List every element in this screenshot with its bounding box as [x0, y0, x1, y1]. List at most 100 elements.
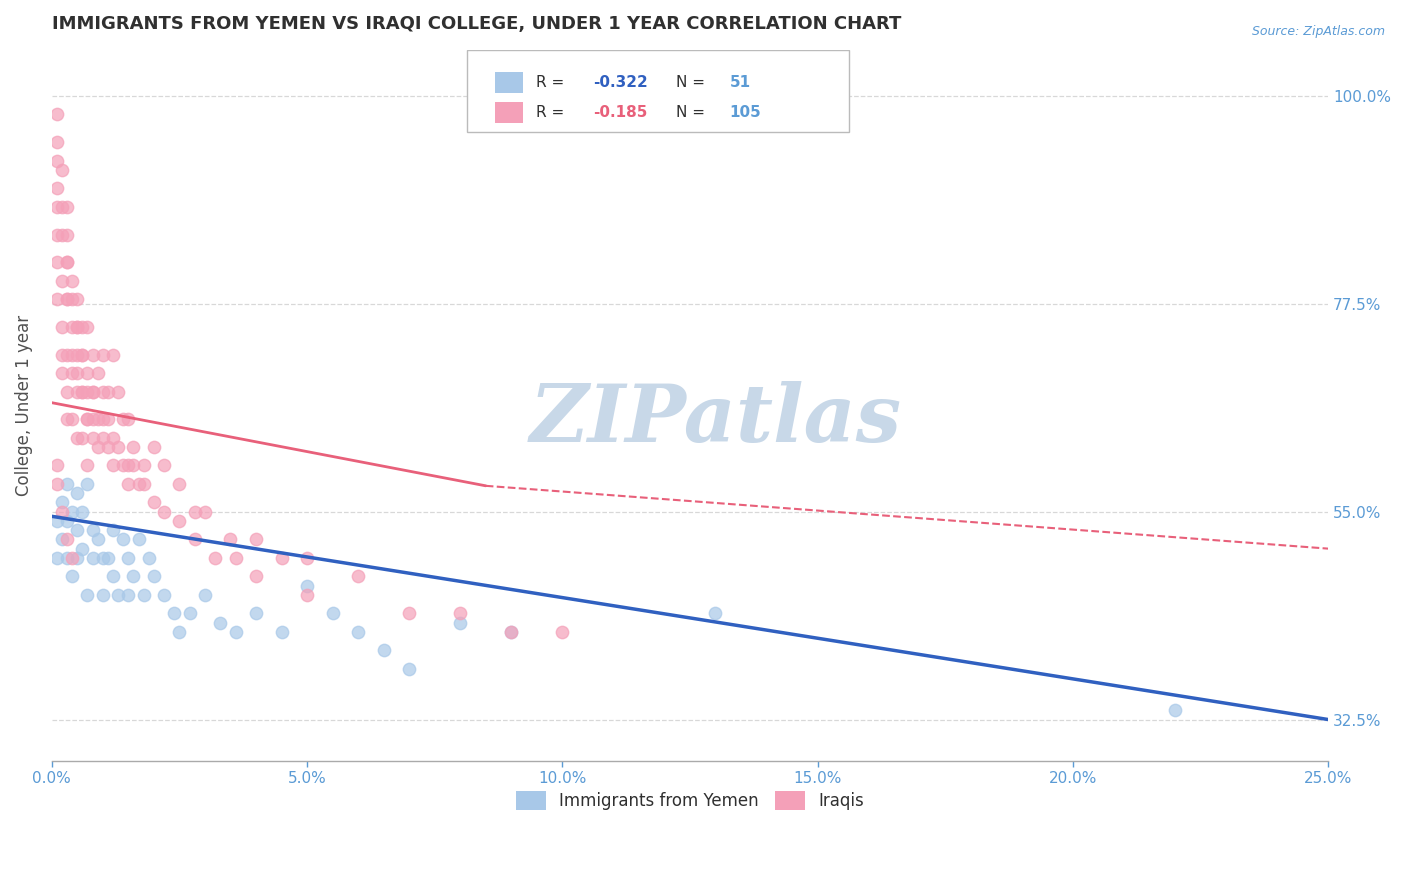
Point — [72, 541, 94, 556]
Point — [45, 135, 67, 149]
Point — [45, 153, 67, 168]
Text: 51: 51 — [730, 75, 751, 90]
Point — [60, 550, 83, 565]
Point — [66, 523, 89, 537]
Point — [112, 412, 135, 426]
Point — [76, 384, 98, 399]
Point — [117, 588, 139, 602]
Point — [449, 607, 471, 621]
Point — [91, 588, 114, 602]
Point — [132, 588, 155, 602]
Point — [45, 292, 67, 306]
Text: -0.185: -0.185 — [593, 105, 647, 120]
Point — [60, 292, 83, 306]
Point — [86, 412, 108, 426]
Point — [179, 607, 201, 621]
Point — [128, 533, 150, 547]
Point — [72, 348, 94, 362]
Point — [51, 200, 73, 214]
Point — [101, 348, 124, 362]
Point — [56, 550, 79, 565]
Point — [66, 292, 89, 306]
Point — [56, 227, 79, 242]
Point — [183, 533, 205, 547]
Point — [117, 412, 139, 426]
Point — [97, 384, 120, 399]
Point — [107, 384, 129, 399]
Point — [86, 533, 108, 547]
Point — [82, 384, 104, 399]
Point — [398, 662, 420, 676]
Point — [373, 643, 395, 657]
Point — [51, 366, 73, 380]
Point — [51, 227, 73, 242]
Point — [82, 348, 104, 362]
Point — [56, 514, 79, 528]
Legend: Immigrants from Yemen, Iraqis: Immigrants from Yemen, Iraqis — [509, 784, 870, 817]
Point — [194, 588, 217, 602]
Point — [66, 384, 89, 399]
Point — [56, 533, 79, 547]
Point — [91, 384, 114, 399]
Point — [45, 107, 67, 121]
Bar — [495, 102, 523, 123]
Point — [45, 255, 67, 269]
Point — [97, 440, 120, 454]
Point — [76, 320, 98, 334]
Point — [51, 505, 73, 519]
Point — [101, 431, 124, 445]
Point — [72, 384, 94, 399]
Point — [112, 458, 135, 473]
Point — [449, 615, 471, 630]
Point — [122, 569, 145, 583]
Point — [107, 440, 129, 454]
Point — [142, 495, 165, 509]
Point — [45, 477, 67, 491]
Point — [117, 477, 139, 491]
Point — [153, 458, 176, 473]
Text: N =: N = — [676, 105, 710, 120]
Point — [153, 505, 176, 519]
Point — [82, 550, 104, 565]
Point — [101, 458, 124, 473]
Point — [132, 477, 155, 491]
Point — [204, 550, 226, 565]
Point — [56, 412, 79, 426]
Point — [66, 486, 89, 500]
Point — [704, 607, 727, 621]
Point — [51, 533, 73, 547]
Point — [225, 550, 247, 565]
Point — [72, 384, 94, 399]
Point — [82, 431, 104, 445]
Point — [551, 624, 574, 639]
Point — [295, 550, 318, 565]
Point — [169, 624, 191, 639]
Point — [97, 412, 120, 426]
Point — [56, 292, 79, 306]
Point — [51, 495, 73, 509]
Text: ZIPatlas: ZIPatlas — [530, 381, 901, 458]
FancyBboxPatch shape — [467, 50, 849, 132]
Point — [245, 533, 267, 547]
Text: R =: R = — [536, 75, 568, 90]
Point — [142, 569, 165, 583]
Point — [56, 255, 79, 269]
Point — [91, 431, 114, 445]
Point — [60, 348, 83, 362]
Point — [60, 505, 83, 519]
Point — [60, 366, 83, 380]
Point — [245, 569, 267, 583]
Point — [398, 607, 420, 621]
Point — [295, 578, 318, 592]
Point — [56, 477, 79, 491]
Point — [183, 505, 205, 519]
Point — [225, 624, 247, 639]
Point — [97, 550, 120, 565]
Point — [45, 458, 67, 473]
Point — [101, 523, 124, 537]
Point — [270, 550, 292, 565]
Point — [122, 440, 145, 454]
Point — [60, 569, 83, 583]
Point — [66, 320, 89, 334]
Point — [91, 348, 114, 362]
